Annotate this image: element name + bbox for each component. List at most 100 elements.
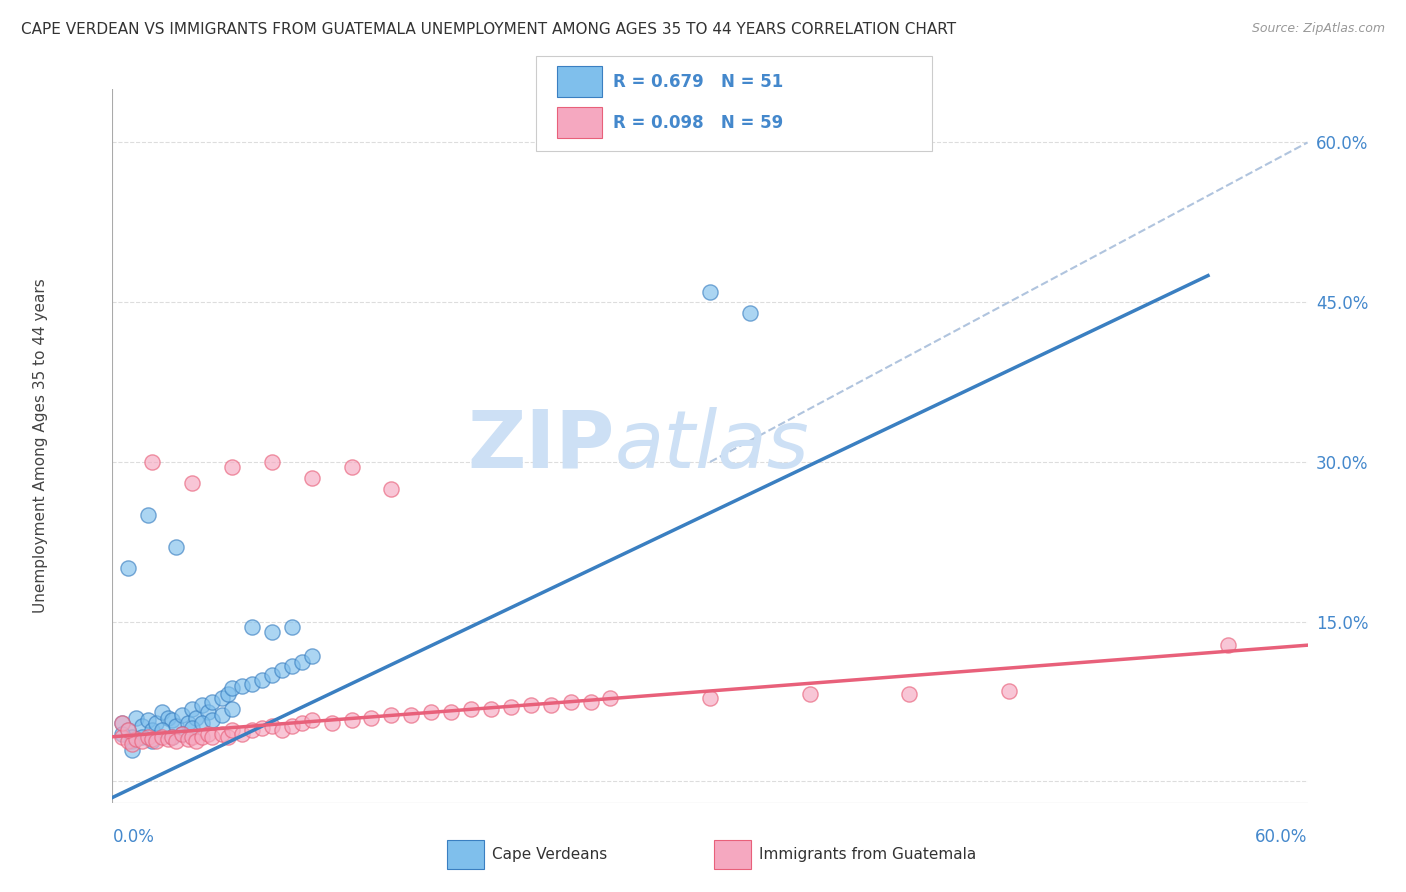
Point (165, 719, 187, 733)
Point (231, 726, 253, 740)
Point (162, 713, 183, 727)
Point (157, 731, 180, 746)
Point (540, 698, 562, 712)
Point (177, 715, 200, 730)
Point (121, 737, 143, 751)
Point (380, 482, 402, 496)
Point (260, 455, 283, 469)
Point (440, 706, 463, 720)
Point (150, 723, 173, 738)
Point (131, 719, 153, 733)
Point (125, 731, 148, 746)
Point (121, 734, 143, 748)
Point (141, 455, 163, 469)
Point (260, 668, 283, 682)
Point (321, 715, 343, 730)
Text: Source: ZipAtlas.com: Source: ZipAtlas.com (1251, 22, 1385, 36)
Point (340, 460, 363, 475)
Point (138, 508, 160, 523)
Point (1216, 638, 1239, 652)
Point (291, 655, 314, 669)
Point (579, 695, 602, 709)
Point (240, 676, 263, 690)
Point (131, 730, 153, 744)
Point (191, 698, 214, 712)
Point (270, 723, 292, 738)
Point (125, 710, 148, 724)
Point (998, 684, 1021, 698)
Point (186, 710, 208, 724)
Text: atlas: atlas (614, 407, 810, 485)
Point (111, 715, 134, 730)
Text: Unemployment Among Ages 35 to 44 years: Unemployment Among Ages 35 to 44 years (34, 278, 48, 614)
Point (191, 730, 214, 744)
Point (401, 708, 423, 723)
Point (260, 625, 283, 640)
Point (211, 708, 233, 723)
Point (201, 713, 224, 727)
Point (479, 702, 502, 716)
Point (117, 723, 139, 738)
Point (191, 715, 214, 730)
Point (181, 721, 204, 735)
Point (231, 679, 253, 693)
Point (360, 710, 382, 724)
Point (111, 726, 134, 740)
Text: Immigrants from Guatemala: Immigrants from Guatemala (759, 847, 977, 862)
Point (111, 715, 134, 730)
Point (211, 691, 233, 706)
Point (172, 708, 194, 723)
Point (281, 620, 304, 634)
Point (221, 702, 243, 716)
Point (138, 730, 160, 744)
Point (420, 706, 443, 720)
Text: 0.0%: 0.0% (112, 828, 155, 846)
Text: ZIP: ZIP (467, 407, 614, 485)
Point (157, 710, 180, 724)
Point (270, 663, 292, 677)
Point (186, 734, 208, 748)
Point (250, 673, 273, 688)
Point (141, 723, 163, 738)
Point (121, 742, 143, 756)
Point (162, 730, 183, 744)
Point (301, 713, 323, 727)
Point (117, 723, 139, 738)
Point (141, 734, 163, 748)
Point (499, 700, 522, 714)
Point (141, 731, 163, 746)
Point (281, 719, 304, 733)
Point (211, 726, 233, 740)
Point (560, 695, 582, 709)
Point (301, 648, 323, 663)
Point (291, 715, 314, 730)
Point (197, 706, 219, 720)
Point (150, 706, 173, 720)
Point (240, 620, 263, 634)
Text: CAPE VERDEAN VS IMMIGRANTS FROM GUATEMALA UNEMPLOYMENT AMONG AGES 35 TO 44 YEARS: CAPE VERDEAN VS IMMIGRANTS FROM GUATEMAL… (21, 22, 956, 37)
Point (177, 731, 200, 746)
Point (181, 476, 204, 491)
Point (520, 698, 543, 712)
Point (165, 540, 187, 554)
Point (181, 730, 204, 744)
Point (260, 719, 283, 733)
Point (699, 285, 721, 299)
Point (281, 659, 304, 673)
Point (250, 721, 273, 735)
Point (460, 702, 482, 716)
Point (197, 726, 219, 740)
Point (145, 715, 167, 730)
Point (162, 730, 183, 744)
Point (221, 723, 243, 738)
Point (121, 730, 143, 744)
Point (138, 713, 160, 727)
Point (221, 460, 243, 475)
Text: 60.0%: 60.0% (1256, 828, 1308, 846)
Text: R = 0.679   N = 51: R = 0.679 N = 51 (613, 72, 783, 90)
Point (221, 681, 243, 695)
Point (217, 730, 239, 744)
Point (898, 687, 921, 701)
Point (165, 734, 187, 748)
Point (145, 734, 167, 748)
